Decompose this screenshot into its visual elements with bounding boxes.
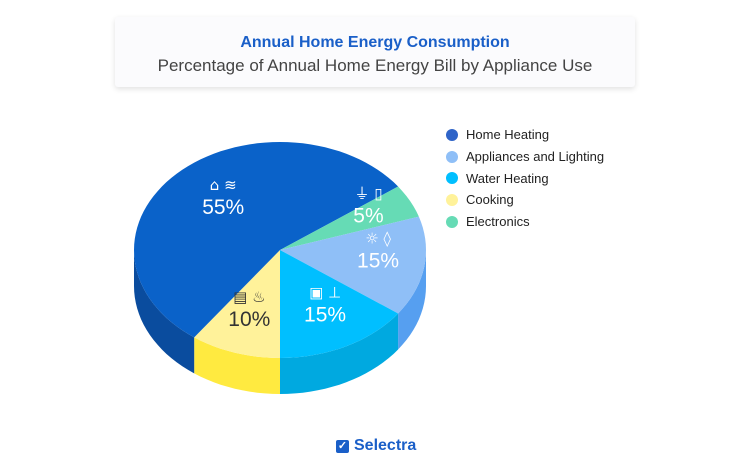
legend-swatch [446, 150, 458, 163]
pie-slice-water-heating [280, 250, 399, 358]
brand-name: Selectra [354, 437, 417, 454]
slice-value-label: 55% [202, 196, 244, 219]
pie-slice-appliances-and-lighting [280, 216, 426, 314]
plug-icon phone-icon: ⏚ ▯ [354, 185, 382, 203]
oven-icon pan-icon: ▤ ♨ [233, 288, 265, 306]
house-icon radiator-icon: ⌂ ≋ [210, 176, 237, 194]
legend-item-appliances: Appliances and Lighting [446, 146, 604, 168]
water-heater-icon faucet-icon: ▣ ⊥ [309, 283, 341, 301]
slice-value-label: 10% [228, 308, 270, 331]
legend-label: Electronics [466, 214, 530, 230]
legend-swatch [446, 172, 458, 185]
legend-swatch [446, 193, 458, 206]
legend-item-cooking: Cooking [446, 189, 604, 211]
legend-label: Appliances and Lighting [466, 149, 605, 165]
slice-value-label: 15% [304, 303, 346, 326]
pie-slice-cooking [194, 250, 280, 358]
legend-swatch [446, 128, 458, 141]
pie-slice-side [398, 250, 426, 350]
legend-label: Home Heating [466, 127, 550, 143]
selectra-logo: ✓ Selectra [336, 437, 416, 455]
lightbulb-icon water-drop-icon: ☼ ◊ [365, 229, 391, 247]
pie-slice-side [194, 337, 280, 394]
legend-item-home-heating: Home Heating [446, 124, 604, 146]
pie-slice-side [134, 250, 195, 374]
legend: Home Heating Appliances and Lighting Wat… [446, 124, 604, 232]
legend-item-electronics: Electronics [446, 211, 604, 233]
legend-label: Water Heating [466, 170, 549, 186]
chart-subtitle: Percentage of Annual Home Energy Bill by… [157, 56, 593, 75]
checkmark-icon: ✓ [336, 439, 349, 453]
pie-slice-home-heating [134, 142, 399, 338]
pie-slice-side [280, 313, 399, 394]
pie-slice-electronics [280, 186, 419, 250]
slice-value-label: 15% [357, 249, 399, 272]
legend-swatch [446, 215, 458, 228]
legend-label: Cooking [466, 192, 514, 208]
legend-item-water-heating: Water Heating [446, 167, 604, 189]
slice-value-label: 5% [353, 205, 383, 228]
chart-title: Annual Home Energy Consumption [240, 34, 510, 51]
title-box: Annual Home Energy Consumption Percentag… [115, 17, 635, 87]
